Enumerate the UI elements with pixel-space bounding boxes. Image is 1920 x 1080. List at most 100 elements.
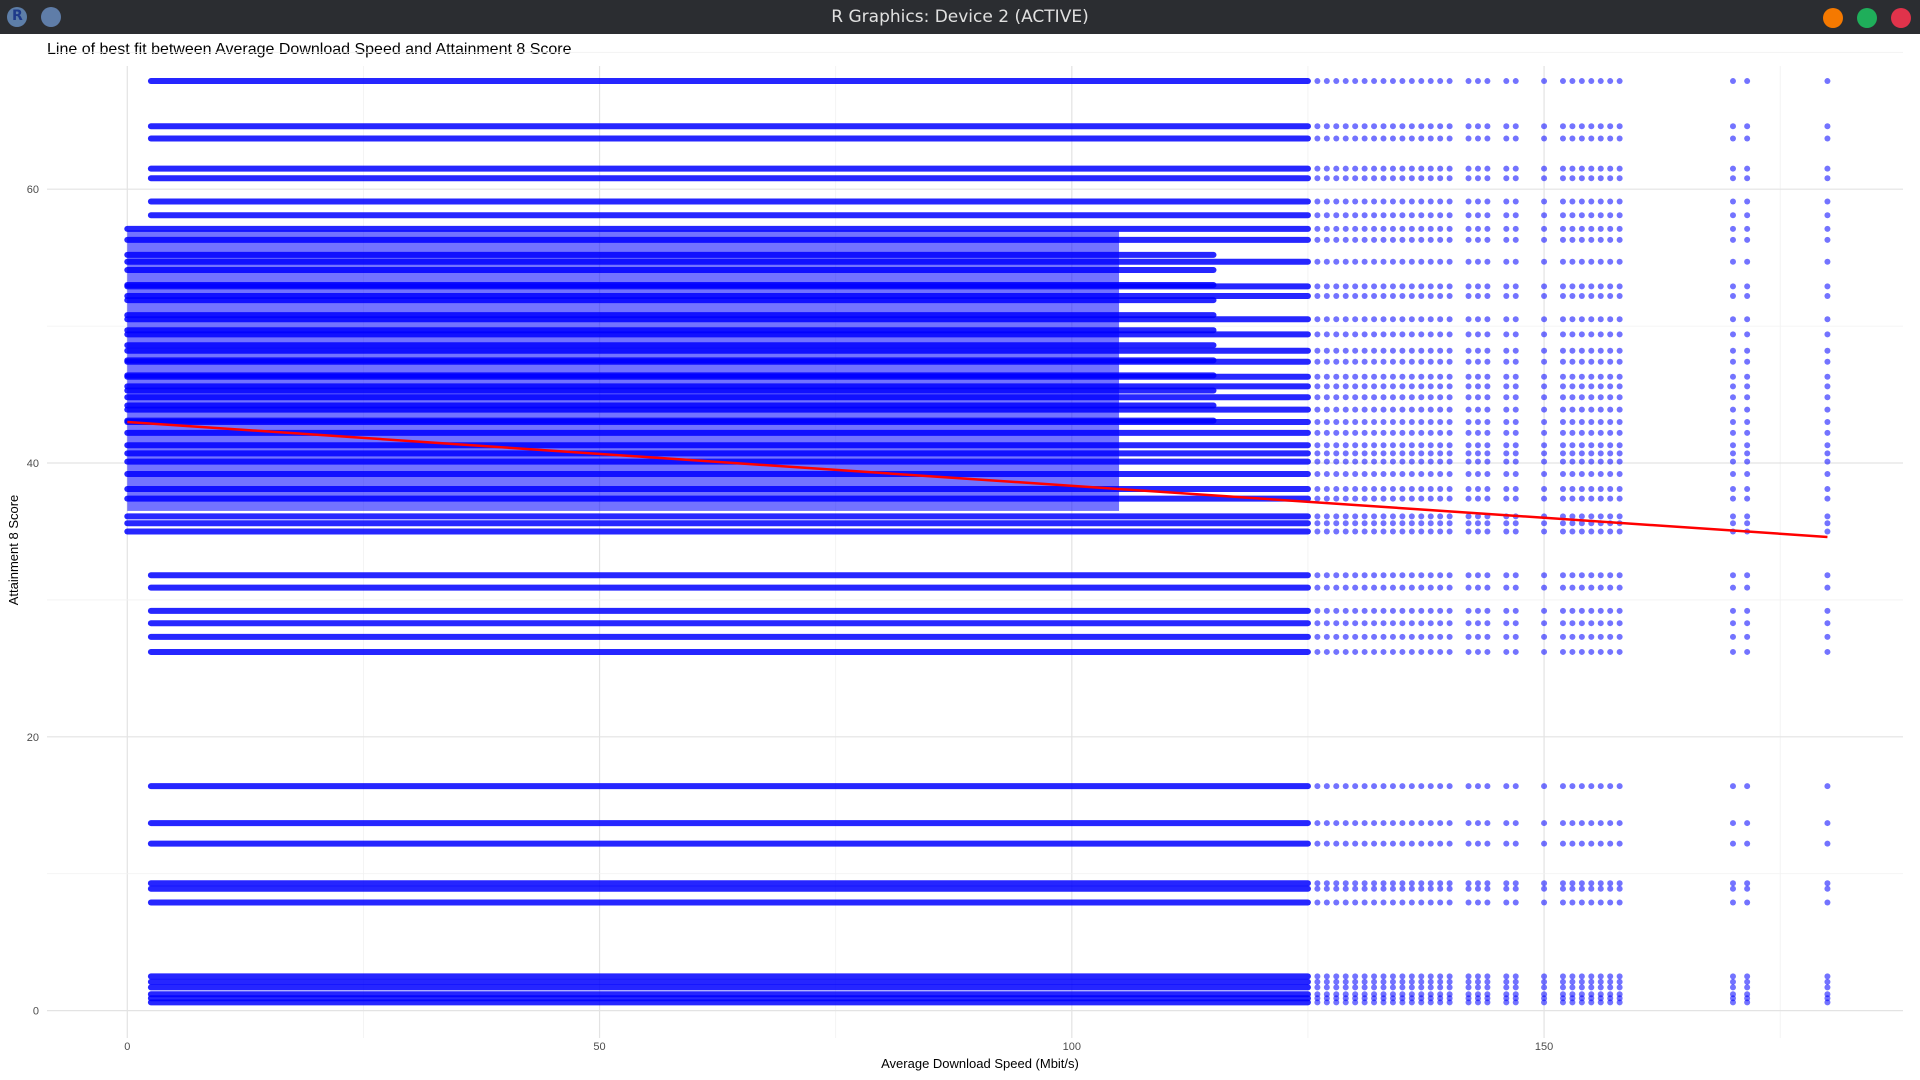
data-point [1597,429,1604,436]
data-point [1352,995,1359,1002]
x-tick-label: 100 [1063,1041,1081,1053]
scatter-chart: Line of best fit between Average Downloa… [6,41,1903,1071]
data-point [1408,175,1415,182]
data-point [1446,418,1453,425]
data-point [1474,292,1481,299]
data-point [1427,331,1434,338]
data-point [1541,394,1548,401]
data-point [1389,880,1396,887]
data-point [1484,292,1491,299]
data-point [1559,283,1566,290]
data-point [1361,470,1368,477]
data-point [1729,840,1736,847]
data-point [1399,470,1406,477]
data-point [1352,418,1359,425]
data-point [1503,607,1510,614]
data-point [1352,984,1359,991]
data-point [1437,633,1444,640]
data-point [1597,394,1604,401]
data-point [1729,991,1736,998]
data-point [1389,973,1396,980]
data-point [1342,198,1349,205]
data-point [1503,347,1510,354]
data-point [1607,165,1614,172]
close-button[interactable] [1891,8,1911,28]
data-point [1465,648,1472,655]
r-app-icon[interactable] [7,7,27,27]
data-point [1427,225,1434,232]
data-point [1607,135,1614,142]
data-point [1607,236,1614,243]
data-point [1437,495,1444,502]
data-point [1503,899,1510,906]
maximize-button[interactable] [1857,8,1877,28]
data-point [1323,495,1330,502]
data-point [1484,135,1491,142]
data-point [1408,358,1415,365]
data-point [1427,840,1434,847]
data-point [1824,283,1831,290]
data-point [1541,607,1548,614]
data-point [1597,572,1604,579]
data-point [1512,358,1519,365]
data-point [1446,584,1453,591]
data-point [1559,633,1566,640]
data-point [1371,123,1378,130]
data-point [1484,123,1491,130]
data-point [1512,470,1519,477]
pin-icon[interactable] [41,7,61,27]
data-point [1559,331,1566,338]
data-point [1744,212,1751,219]
data-point [1541,258,1548,265]
data-point [1380,429,1387,436]
data-point [1399,442,1406,449]
minimize-button[interactable] [1823,8,1843,28]
data-point [1607,513,1614,520]
data-point [1361,486,1368,493]
data-point [1607,442,1614,449]
data-point [1578,513,1585,520]
data-point [1371,418,1378,425]
y-tick-label: 20 [27,732,39,744]
data-point [1607,899,1614,906]
data-point [1578,123,1585,130]
data-point [1512,991,1519,998]
data-point [1446,135,1453,142]
data-point [1824,528,1831,535]
data-point [1484,212,1491,219]
data-point [1597,123,1604,130]
data-point [1314,165,1321,172]
data-point [1314,442,1321,449]
data-point [1408,486,1415,493]
data-point [1465,258,1472,265]
data-point [1569,820,1576,827]
data-point [1729,198,1736,205]
data-point [1380,991,1387,998]
data-point [1446,383,1453,390]
data-point [1342,283,1349,290]
data-point [1616,820,1623,827]
data-point [1824,394,1831,401]
data-point [1578,450,1585,457]
data-point [1342,450,1349,457]
data-point [1380,373,1387,380]
data-point [1729,212,1736,219]
data-point [1437,175,1444,182]
data-point [1446,783,1453,790]
data-point [1744,999,1751,1006]
data-point [1389,840,1396,847]
data-point [1352,633,1359,640]
data-point [1399,607,1406,614]
data-point [1333,347,1340,354]
data-point [1616,198,1623,205]
data-point [1616,331,1623,338]
data-point [1744,458,1751,465]
data-point [1824,165,1831,172]
data-point [1824,236,1831,243]
data-point [1597,450,1604,457]
data-point [1314,783,1321,790]
data-point [1512,283,1519,290]
data-point [1418,450,1425,457]
data-point [1437,999,1444,1006]
data-point [1427,236,1434,243]
